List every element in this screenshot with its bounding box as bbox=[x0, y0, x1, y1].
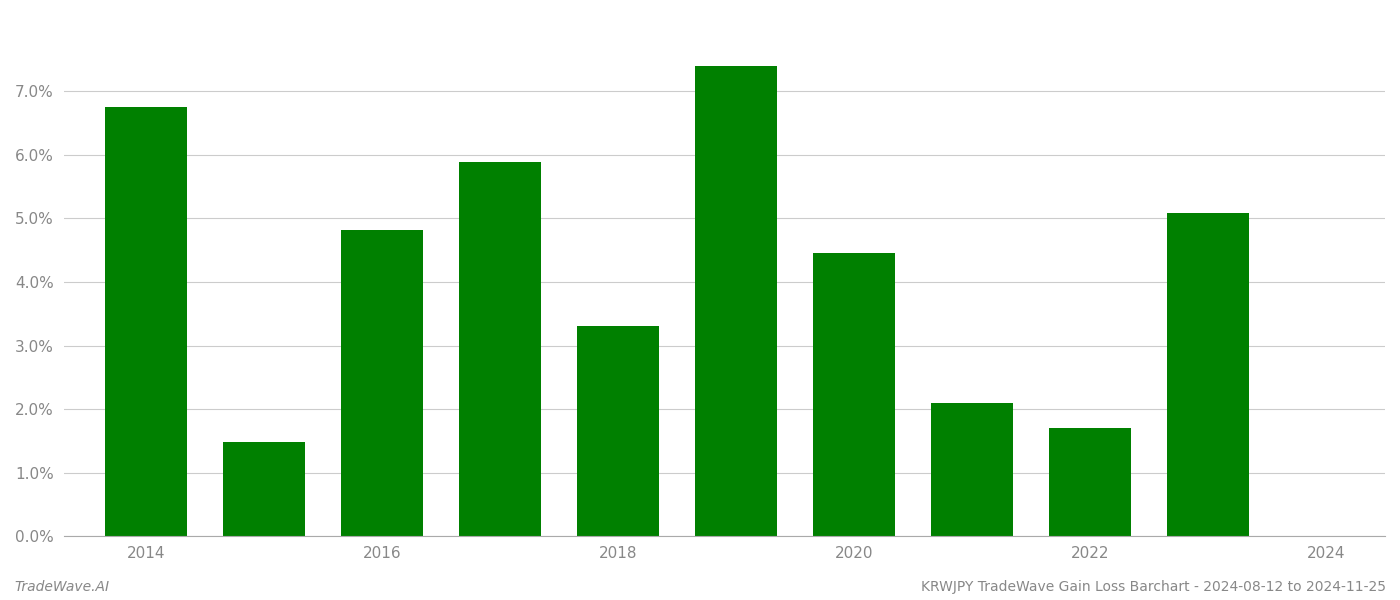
Bar bbox=[1049, 428, 1131, 536]
Bar bbox=[813, 253, 896, 536]
Bar bbox=[340, 230, 423, 536]
Bar bbox=[1166, 214, 1249, 536]
Bar bbox=[694, 66, 777, 536]
Bar bbox=[931, 403, 1014, 536]
Bar bbox=[105, 107, 188, 536]
Text: KRWJPY TradeWave Gain Loss Barchart - 2024-08-12 to 2024-11-25: KRWJPY TradeWave Gain Loss Barchart - 20… bbox=[921, 580, 1386, 594]
Bar bbox=[223, 442, 305, 536]
Bar bbox=[577, 326, 659, 536]
Bar bbox=[459, 163, 542, 536]
Text: TradeWave.AI: TradeWave.AI bbox=[14, 580, 109, 594]
